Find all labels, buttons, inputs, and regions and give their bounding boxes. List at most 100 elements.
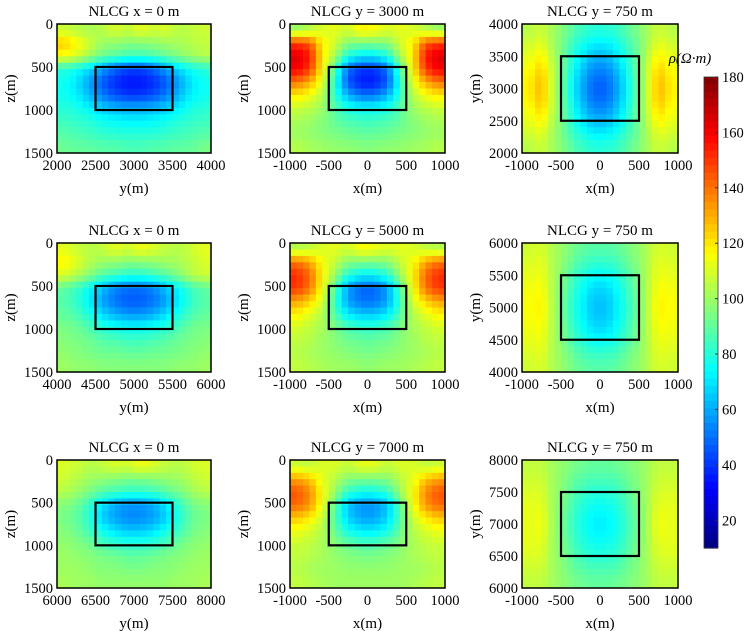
heatmap-cell [121, 120, 129, 128]
heatmap-cell [593, 536, 601, 544]
heatmap-cell [341, 472, 349, 480]
heatmap-cell [671, 307, 679, 315]
heatmap-cell [127, 30, 135, 38]
heatmap-cell [57, 281, 65, 289]
heatmap-cell [89, 365, 97, 373]
heatmap-cell [328, 359, 336, 367]
heatmap-cell [335, 339, 343, 347]
heatmap-cell [593, 568, 601, 576]
heatmap-cell [658, 517, 666, 525]
heatmap-cell [658, 107, 666, 115]
heatmap-cell [101, 346, 109, 354]
heatmap-cell [528, 262, 536, 270]
heatmap-cell [671, 120, 679, 128]
heatmap-cell [159, 504, 167, 512]
heatmap-cell [613, 530, 621, 538]
heatmap-cell [619, 466, 627, 474]
heatmap-cell [399, 313, 407, 321]
heatmap-cell [393, 562, 401, 570]
heatmap-cell [522, 313, 530, 321]
heatmap-cell [671, 281, 679, 289]
heatmap-cell [567, 114, 575, 122]
heatmap-cell [567, 562, 575, 570]
heatmap-cell [322, 75, 330, 83]
heatmap-cell [315, 49, 323, 57]
heatmap-cell [548, 365, 556, 373]
heatmap-cell [399, 479, 407, 487]
heatmap-cell [127, 485, 135, 493]
y-axis-label: y(m) [468, 293, 484, 322]
heatmap-cell [587, 301, 595, 309]
heatmap-cell [425, 562, 433, 570]
heatmap-cell [393, 530, 401, 538]
heatmap-cell [166, 359, 174, 367]
heatmap-cell [665, 249, 673, 257]
heatmap-cell [606, 485, 614, 493]
heatmap-cell [593, 36, 601, 44]
heatmap-cell [121, 94, 129, 102]
heatmap-cell [159, 352, 167, 360]
heatmap-cell [658, 568, 666, 576]
heatmap-cell [76, 504, 84, 512]
heatmap-cell [166, 313, 174, 321]
colorbar-segment [704, 371, 718, 380]
heatmap-cell [82, 530, 90, 538]
heatmap-cell [432, 568, 440, 576]
heatmap-cell [76, 43, 84, 51]
heatmap-cell [593, 301, 601, 309]
heatmap-cell [600, 255, 608, 263]
heatmap-cell [82, 101, 90, 109]
heatmap-cell [419, 359, 427, 367]
heatmap-cell [114, 140, 122, 148]
heatmap-cell [198, 352, 206, 360]
heatmap-cell [522, 75, 530, 83]
heatmap-cell [166, 120, 174, 128]
heatmap-cell [567, 255, 575, 263]
heatmap-cell [57, 581, 65, 589]
heatmap-cell [57, 466, 65, 474]
heatmap-cell [315, 69, 323, 77]
heatmap-cell [172, 543, 180, 551]
heatmap-cell [606, 75, 614, 83]
heatmap-cell [95, 243, 103, 251]
heatmap-cell [574, 49, 582, 57]
heatmap-cell [63, 460, 71, 467]
heatmap-cell [121, 255, 129, 263]
heatmap-cell [665, 69, 673, 77]
heatmap-cell [380, 466, 388, 474]
heatmap-cell [204, 49, 212, 57]
heatmap-cell [290, 43, 298, 51]
heatmap-cell [522, 549, 530, 557]
heatmap-cell [438, 511, 446, 519]
heatmap-cell [606, 281, 614, 289]
heatmap-cell [367, 249, 375, 257]
heatmap-cell [671, 524, 679, 531]
heatmap-cell [567, 30, 575, 38]
heatmap-cell [322, 460, 330, 467]
heatmap-cell [386, 268, 394, 276]
heatmap-cell [554, 82, 562, 90]
heatmap-cell [361, 339, 369, 347]
heatmap-cell [140, 460, 148, 467]
heatmap-cell [140, 346, 148, 354]
heatmap-cell [328, 69, 336, 77]
heatmap-cell [645, 107, 653, 115]
heatmap-cell [146, 307, 154, 315]
heatmap-cell [146, 466, 154, 474]
heatmap-cell [69, 43, 77, 51]
heatmap-cell [178, 472, 186, 480]
heatmap-cell [63, 101, 71, 109]
heatmap-cell [522, 479, 530, 487]
heatmap-cell [82, 94, 90, 102]
heatmap-cell [380, 30, 388, 38]
heatmap-cell [541, 288, 549, 296]
heatmap-cell [57, 492, 65, 499]
heatmap-cell [600, 24, 608, 32]
heatmap-cell [290, 313, 298, 321]
heatmap-cell [373, 530, 382, 538]
heatmap-cell [335, 114, 343, 122]
y-tick-label: 0 [279, 453, 286, 469]
heatmap-cell [101, 43, 109, 51]
heatmap-cell [393, 56, 401, 64]
heatmap-cell [309, 114, 317, 122]
